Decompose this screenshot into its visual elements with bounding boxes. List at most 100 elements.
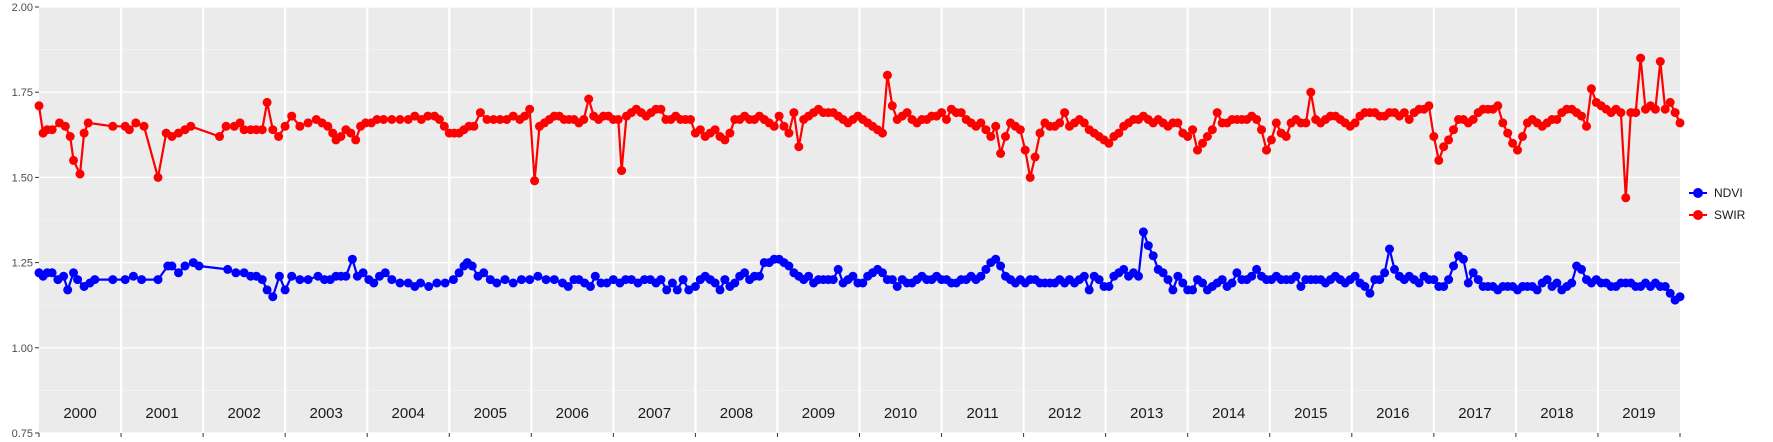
data-point xyxy=(274,132,284,141)
data-point xyxy=(194,261,204,271)
data-point xyxy=(996,261,1006,271)
data-point xyxy=(1094,275,1104,285)
data-point xyxy=(423,111,433,121)
data-point xyxy=(833,264,843,274)
data-point xyxy=(1188,125,1198,135)
data-point xyxy=(295,121,305,131)
year-label: 2007 xyxy=(638,405,671,422)
data-point xyxy=(1217,275,1227,285)
data-point xyxy=(533,271,543,281)
data-point xyxy=(124,125,134,135)
data-point xyxy=(690,282,700,291)
data-point xyxy=(541,275,551,285)
data-point xyxy=(1060,108,1070,118)
data-point xyxy=(1232,268,1242,278)
data-point xyxy=(1104,282,1114,291)
year-label: 2004 xyxy=(392,405,425,422)
data-point xyxy=(784,128,794,138)
data-point xyxy=(1670,108,1680,118)
data-point xyxy=(73,275,83,285)
data-point xyxy=(584,94,594,104)
data-point xyxy=(1380,268,1390,278)
data-point xyxy=(1188,285,1198,295)
data-point xyxy=(1577,264,1586,274)
data-point xyxy=(221,121,231,131)
data-point xyxy=(1439,142,1449,152)
data-point xyxy=(1660,104,1670,114)
data-point xyxy=(667,278,677,288)
data-point xyxy=(789,108,799,118)
data-point xyxy=(239,125,249,135)
data-point xyxy=(1444,275,1454,285)
data-point xyxy=(1473,275,1483,285)
data-point xyxy=(1439,282,1449,291)
data-point xyxy=(79,128,89,138)
data-point xyxy=(678,275,688,285)
data-point xyxy=(63,285,73,295)
data-point xyxy=(774,111,784,121)
data-point xyxy=(1542,275,1552,285)
data-point xyxy=(549,275,559,285)
year-label: 2013 xyxy=(1130,405,1163,422)
year-label: 2016 xyxy=(1376,405,1409,422)
data-point xyxy=(525,104,535,114)
data-point xyxy=(1114,128,1124,138)
data-point xyxy=(65,132,75,141)
data-point xyxy=(1532,285,1542,295)
data-point xyxy=(1212,108,1222,118)
year-label: 2019 xyxy=(1622,405,1655,422)
data-point xyxy=(1079,271,1089,281)
data-point xyxy=(1365,288,1375,298)
data-point xyxy=(1414,278,1424,288)
data-point xyxy=(347,254,357,264)
data-point xyxy=(1207,125,1217,135)
data-point xyxy=(1158,268,1168,278)
data-point xyxy=(1399,108,1409,118)
year-label: 2001 xyxy=(145,405,178,422)
y-tick-label: 0.75 xyxy=(12,428,33,440)
data-point xyxy=(1390,264,1399,274)
data-point xyxy=(720,275,730,285)
data-point xyxy=(1001,132,1010,141)
data-point xyxy=(1193,145,1202,155)
data-point xyxy=(1134,271,1143,281)
data-point xyxy=(1493,101,1503,111)
data-point xyxy=(1252,115,1262,124)
data-point xyxy=(520,111,530,121)
data-point xyxy=(1498,118,1508,128)
data-point xyxy=(1675,118,1685,128)
year-label: 2008 xyxy=(720,405,753,422)
data-point xyxy=(1306,87,1316,97)
data-point xyxy=(508,278,518,288)
data-point xyxy=(274,271,284,281)
data-point xyxy=(1104,138,1114,148)
data-point xyxy=(180,261,190,271)
data-point xyxy=(139,121,149,131)
data-point xyxy=(395,115,405,124)
data-point xyxy=(1271,118,1281,128)
year-labels: 2000 2001 2002 2003 2004 2005 2006 2007 2008 2009… xyxy=(63,405,1655,422)
legend-marker xyxy=(1693,210,1703,220)
data-point xyxy=(1675,292,1685,302)
data-point xyxy=(754,271,764,281)
data-point xyxy=(1424,101,1434,111)
data-point xyxy=(262,97,272,107)
data-point xyxy=(1468,115,1478,124)
data-point xyxy=(174,268,183,278)
data-point xyxy=(710,125,720,135)
year-label: 2010 xyxy=(884,405,917,422)
data-point xyxy=(336,132,346,141)
data-point xyxy=(725,128,735,138)
series-swir xyxy=(34,53,1685,203)
y-tick-label: 1.75 xyxy=(12,87,33,99)
data-point xyxy=(341,271,351,281)
data-point xyxy=(794,142,804,152)
data-point xyxy=(1301,118,1311,128)
data-point xyxy=(1296,282,1306,291)
year-gridlines xyxy=(119,7,1600,433)
data-point xyxy=(167,261,177,271)
data-point xyxy=(892,282,902,291)
data-point xyxy=(416,278,425,288)
data-point xyxy=(585,282,595,291)
